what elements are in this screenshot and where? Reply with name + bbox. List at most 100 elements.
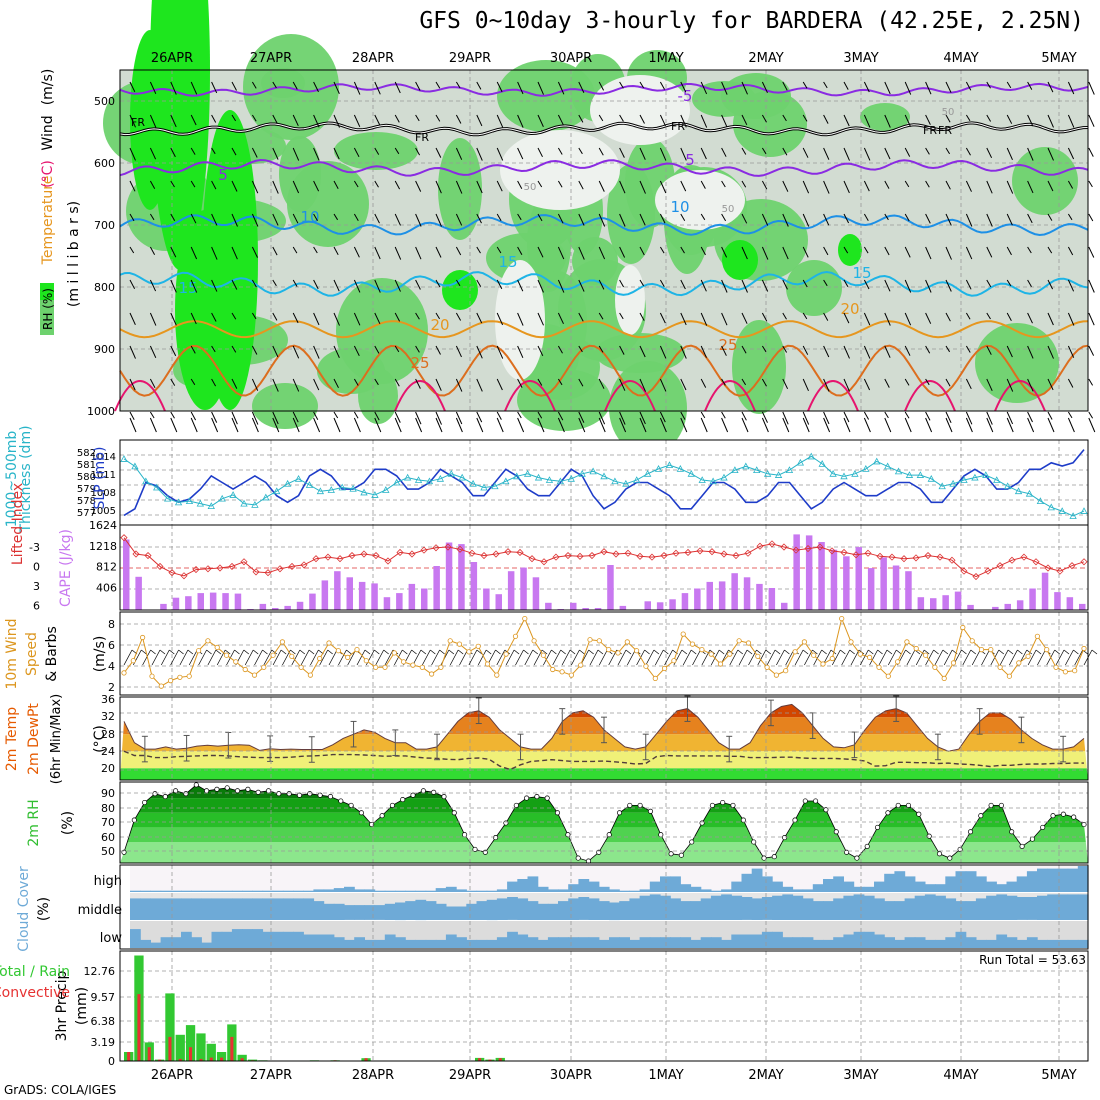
wind-barb — [802, 213, 810, 227]
thickness-marker — [818, 460, 826, 467]
wind-barb — [884, 114, 891, 128]
pressure-tick-label: 1000 — [87, 405, 115, 418]
wind10m-marker — [820, 661, 826, 667]
wind-barb — [557, 147, 563, 155]
wind-barb — [802, 246, 809, 258]
wind-barb — [741, 279, 748, 293]
wind-barb — [149, 411, 155, 419]
cape-bar — [507, 571, 515, 610]
wind-barb — [415, 246, 422, 260]
lifted-index-marker — [552, 553, 560, 561]
cape-bar — [421, 588, 428, 610]
wind10m-marker — [1081, 645, 1087, 652]
wind-barb — [537, 279, 544, 293]
lifted-index-marker — [360, 550, 368, 558]
cloud-middle-bar — [863, 895, 875, 920]
thickness-marker — [633, 476, 641, 483]
wind10m-barb — [310, 649, 319, 666]
wind10m-marker — [643, 663, 649, 669]
dewpoint-line — [123, 750, 1084, 771]
rh2m-marker — [493, 835, 499, 841]
wind-barb — [1027, 81, 1033, 90]
wind-barb — [476, 378, 483, 392]
wind-barb — [721, 81, 728, 95]
wind-barb — [333, 345, 340, 359]
cloud-low-bar — [700, 937, 712, 948]
cloud-low-bar — [598, 939, 610, 948]
cloud-low-bar — [445, 934, 457, 948]
wind-barb — [863, 213, 869, 221]
cloud-low-bar — [486, 939, 498, 948]
rh2m-marker — [1050, 813, 1056, 819]
wind-barb — [680, 213, 686, 221]
wind-barb — [782, 81, 788, 91]
wind-barb — [578, 114, 584, 123]
rh2m-marker — [462, 832, 468, 838]
cloud-high-bar — [558, 889, 569, 892]
wind-barb — [455, 81, 461, 89]
wind10m-barb — [524, 649, 534, 666]
wind10m-barb — [515, 649, 524, 666]
cloud-low-bar — [221, 931, 233, 948]
wind10m-barb — [813, 649, 823, 666]
lifted-index-marker — [216, 564, 224, 572]
rh2m-marker — [905, 802, 912, 808]
wind10m-marker — [149, 673, 155, 679]
thickness-marker — [502, 477, 510, 485]
wind-barb — [843, 180, 850, 194]
cloud-high-bar — [231, 890, 243, 892]
x-tick-label-top: 5MAY — [1041, 51, 1076, 66]
lifted-index-marker — [768, 540, 776, 548]
wind10m-barb — [664, 649, 673, 666]
wind-barb — [1027, 246, 1032, 254]
wind10m-marker — [913, 645, 919, 652]
wind10m-barb — [981, 649, 990, 666]
cloud-low-bar — [252, 929, 264, 948]
wind-barb — [904, 279, 912, 293]
wind10m-marker — [484, 661, 491, 667]
rh-region-dry — [590, 75, 690, 145]
wind-barb — [639, 81, 645, 89]
wind-barb — [231, 114, 237, 122]
cloud-middle-bar — [812, 901, 824, 920]
cloud-low-bar — [181, 931, 192, 948]
isotherm-label: 10 — [670, 198, 689, 216]
wind-barb — [925, 147, 930, 155]
wind-barb — [251, 114, 257, 122]
wind-barb — [394, 246, 402, 260]
wind-barb — [578, 417, 586, 433]
wind-barb — [313, 213, 318, 222]
isotherm-line — [119, 344, 1089, 397]
cloud-middle-bar — [619, 901, 630, 920]
wind10m-marker — [531, 638, 537, 644]
isotherm-label: FR — [938, 124, 952, 137]
rh2m-marker — [864, 843, 870, 849]
wind10m-marker — [410, 662, 416, 668]
wind-barb — [537, 378, 543, 386]
cloud-high-bar — [721, 889, 732, 892]
cape-bar — [619, 605, 627, 610]
wind-barb — [680, 312, 687, 326]
thickness-marker — [949, 479, 957, 487]
wind-barb — [925, 345, 931, 354]
wind-barb — [537, 180, 543, 188]
cloud-high-bar — [812, 884, 824, 892]
wind-barb — [965, 378, 972, 390]
rh2m-marker — [296, 792, 303, 798]
wind-barb — [415, 213, 422, 227]
wind10m-barb — [738, 649, 748, 666]
wind-barb — [211, 345, 216, 353]
wind-barb — [659, 411, 666, 423]
precip-tick-label: 12.76 — [84, 965, 116, 978]
wind10m-barb — [934, 649, 944, 666]
wind-barb — [721, 246, 728, 258]
wind10m-barb — [347, 649, 357, 666]
wind10m-marker — [168, 677, 174, 684]
wind-barb — [761, 213, 769, 226]
wind10m-marker — [736, 638, 742, 644]
wind-barb — [496, 345, 504, 359]
cloud-low-bar — [588, 937, 600, 948]
rh-region-mid — [692, 81, 756, 117]
wind10m-barb — [850, 649, 860, 666]
x-tick-label-bottom: 2MAY — [748, 1068, 783, 1083]
